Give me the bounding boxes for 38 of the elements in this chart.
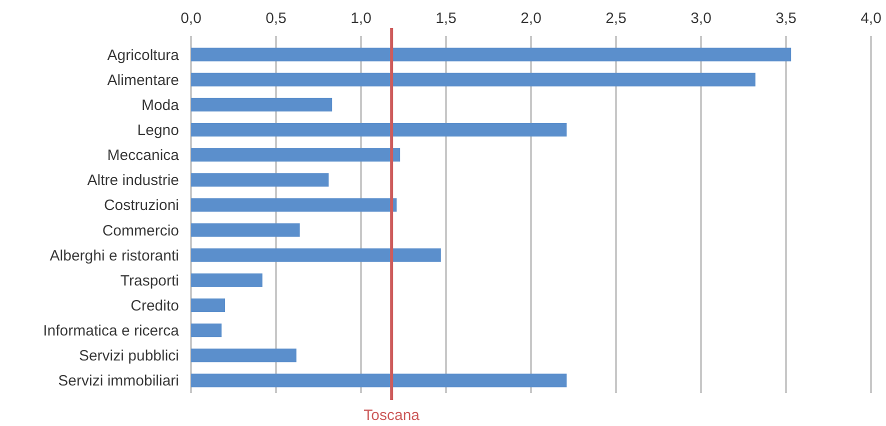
y-tick-label: Costruzioni bbox=[104, 197, 179, 214]
y-tick-label: Commercio bbox=[102, 222, 179, 240]
bar bbox=[191, 348, 296, 362]
y-tick-label: Servizi pubblici bbox=[78, 348, 179, 365]
bar bbox=[191, 223, 300, 237]
bar bbox=[191, 198, 397, 212]
bar bbox=[191, 248, 441, 262]
y-tick-label: Informatica e ricerca bbox=[43, 322, 180, 340]
x-tick-label: 2,5 bbox=[606, 10, 626, 27]
x-tick-label: 0,5 bbox=[266, 10, 286, 27]
bar bbox=[191, 48, 792, 62]
x-tick-label: 0,0 bbox=[180, 10, 202, 27]
bar bbox=[191, 98, 332, 112]
y-tick-label: Trasporti bbox=[120, 272, 179, 290]
y-tick-label: Altre industrie bbox=[87, 172, 179, 190]
y-tick-label: Meccanica bbox=[107, 147, 180, 164]
bar bbox=[191, 173, 329, 187]
y-tick-label: Alimentare bbox=[107, 72, 179, 89]
x-tick-label: 2,0 bbox=[520, 10, 542, 27]
bar bbox=[191, 122, 567, 137]
bar bbox=[191, 273, 262, 287]
y-tick-label: Agricoltura bbox=[107, 46, 180, 64]
ref-line-label: Toscana bbox=[364, 407, 420, 424]
x-tick-label: 3,5 bbox=[776, 10, 796, 27]
x-tick-label: 4,0 bbox=[860, 10, 882, 27]
bar bbox=[191, 298, 225, 312]
bar bbox=[191, 374, 567, 388]
bar bbox=[191, 324, 222, 338]
y-tick-label: Credito bbox=[130, 298, 179, 314]
x-tick-label: 3,0 bbox=[690, 10, 712, 27]
bar bbox=[191, 148, 400, 162]
y-tick-label: Legno bbox=[137, 122, 179, 139]
x-tick-label: 1,0 bbox=[350, 10, 372, 27]
bar bbox=[191, 72, 756, 86]
y-tick-label: Moda bbox=[141, 96, 180, 114]
y-tick-label: Alberghi e ristoranti bbox=[50, 247, 179, 264]
y-tick-label: Servizi immobiliari bbox=[58, 372, 179, 390]
x-tick-label: 1,5 bbox=[436, 10, 456, 27]
